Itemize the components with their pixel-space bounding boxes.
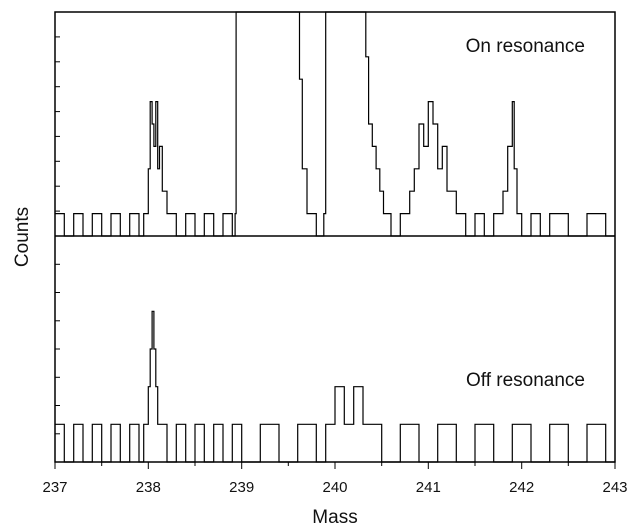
- x-tick-label: 237: [42, 479, 67, 496]
- x-tick-labels: 237 238 239 240 241 242 243: [42, 479, 627, 496]
- x-axis-title: Mass: [312, 507, 357, 528]
- series-layer: [55, 11, 615, 463]
- panel-label-off-resonance: Off resonance: [466, 370, 585, 391]
- x-tick-label: 240: [322, 479, 347, 496]
- x-tick-label: 243: [602, 479, 627, 496]
- series-line-on-resonance: [55, 11, 615, 237]
- x-tick-label: 241: [416, 479, 441, 496]
- x-tick-label: 239: [229, 479, 254, 496]
- series-line-off-resonance: [55, 310, 615, 463]
- y-axis-title: Counts: [12, 207, 33, 267]
- x-tick-label: 238: [136, 479, 161, 496]
- x-tick-label: 242: [509, 479, 534, 496]
- tick-group: [54, 36, 616, 469]
- panel-label-on-resonance: On resonance: [466, 36, 585, 57]
